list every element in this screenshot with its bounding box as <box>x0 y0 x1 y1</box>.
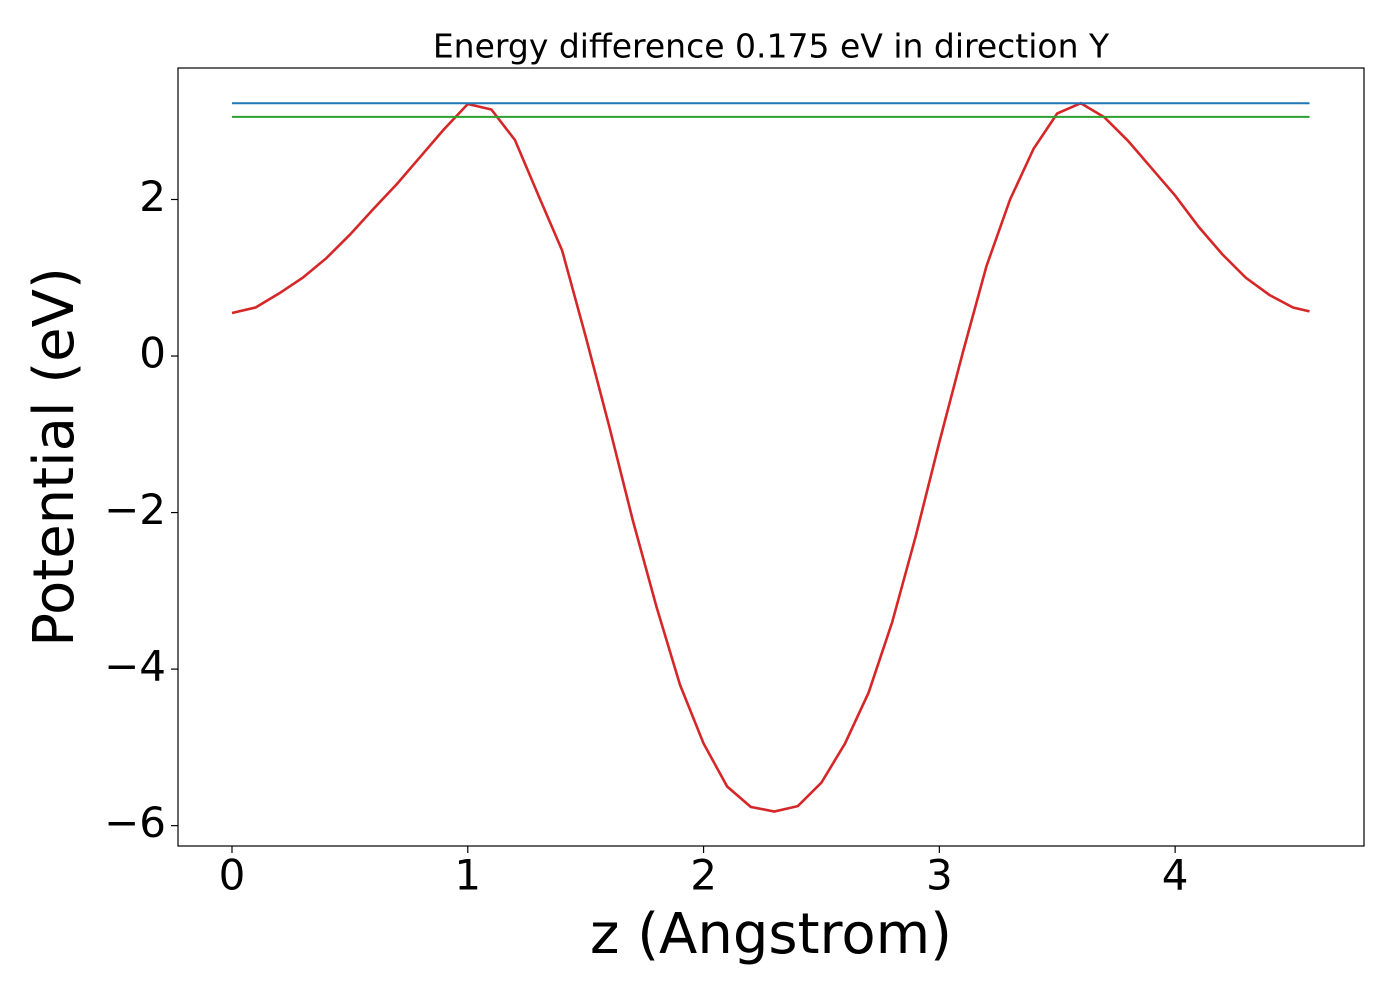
x-axis-label: z (Angstrom) <box>590 902 952 967</box>
y-tick-label: 0 <box>139 329 166 378</box>
y-tick-label: −4 <box>104 642 166 691</box>
y-axis-label: Potential (eV) <box>22 267 87 647</box>
x-tick-label: 2 <box>690 851 717 900</box>
x-tick-label: 1 <box>454 851 481 900</box>
y-tick-label: −6 <box>104 798 166 847</box>
y-tick-label: 2 <box>139 172 166 221</box>
chart-title: Energy difference 0.175 eV in direction … <box>433 27 1110 66</box>
x-tick-label: 4 <box>1162 851 1189 900</box>
plot-frame <box>177 67 1365 847</box>
y-tick-label: −2 <box>104 485 166 534</box>
x-tick-label: 0 <box>219 851 246 900</box>
line-series <box>231 101 1310 813</box>
x-tick-label: 3 <box>926 851 953 900</box>
